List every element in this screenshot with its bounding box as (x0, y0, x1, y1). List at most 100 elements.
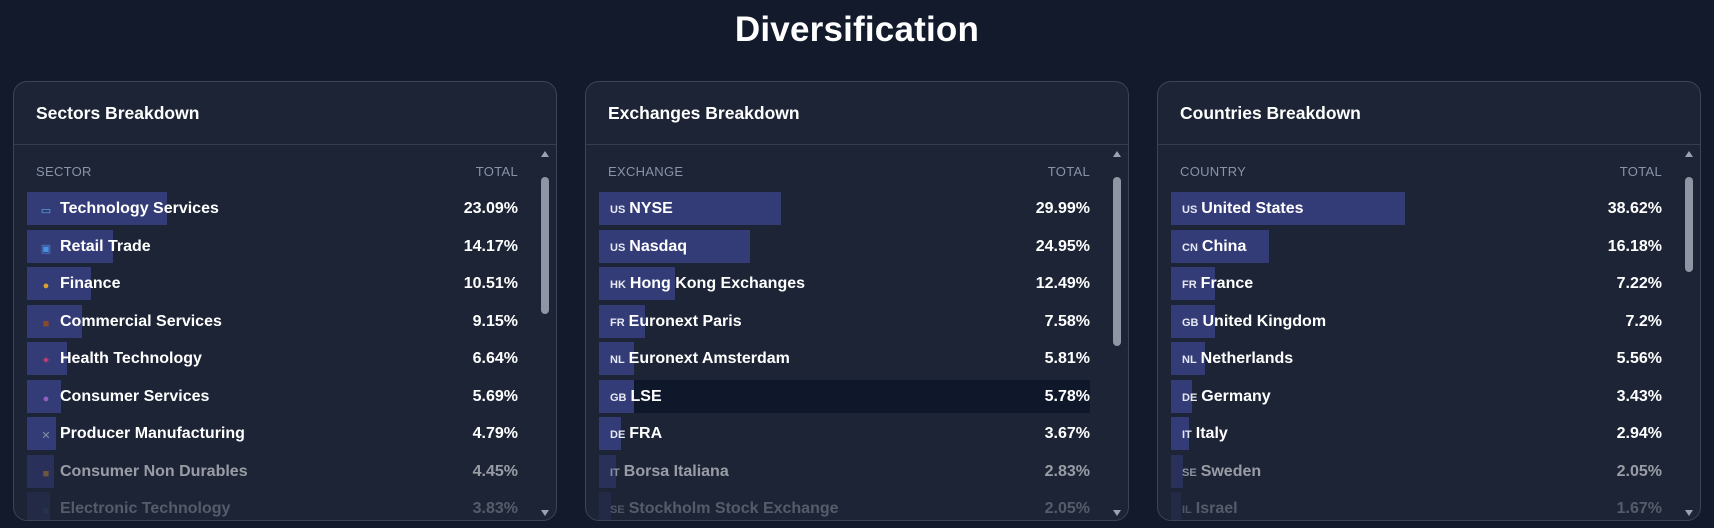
scroll-down-arrow-icon[interactable] (1685, 510, 1693, 516)
table-row[interactable]: SE Sweden 2.05% (1171, 454, 1662, 488)
table-row[interactable]: ✦ Health Technology 6.64% (27, 342, 518, 375)
row-total: 7.58% (1044, 312, 1090, 330)
scroll-up-arrow-icon[interactable] (541, 151, 549, 157)
table-row[interactable]: GB LSE 5.78% (599, 379, 1090, 413)
country-code: US (1182, 204, 1198, 216)
money-bag-icon: ● (42, 280, 50, 292)
table-row[interactable]: HK Hong Kong Exchanges 12.49% (599, 267, 1090, 300)
row-total: 24.95% (1035, 237, 1090, 255)
column-header-country[interactable]: COUNTRY (1180, 164, 1247, 179)
row-name: United Kingdom (1202, 312, 1327, 330)
row-total: 38.62% (1607, 200, 1662, 217)
table-row[interactable]: IT Borsa Italiana 2.83% (599, 454, 1090, 488)
table-row[interactable]: IT Italy 2.94% (1171, 417, 1662, 450)
table-row[interactable]: DE Germany 3.43% (1171, 379, 1662, 413)
table-row[interactable]: FR Euronext Paris 7.58% (599, 304, 1090, 338)
row-total: 2.83% (1044, 462, 1090, 480)
row-total: 7.22% (1616, 275, 1662, 292)
table-row[interactable]: ■ Electronic Technology 3.83% (27, 492, 518, 520)
row-total: 9.15% (472, 312, 518, 330)
row-name: Netherlands (1200, 350, 1294, 367)
table-row[interactable]: DE FRA 3.67% (599, 417, 1090, 450)
percentage-bar (1171, 192, 1406, 225)
row-total: 12.49% (1035, 275, 1090, 292)
row-name: LSE (630, 387, 662, 405)
table-row[interactable]: US NYSE 29.99% (599, 192, 1090, 225)
country-code: US (610, 241, 626, 254)
row-total: 4.45% (472, 462, 518, 480)
row-label: GB LSE (610, 380, 662, 413)
table-row[interactable]: NL Euronext Amsterdam 5.81% (599, 342, 1090, 375)
scroll-thumb[interactable] (1113, 177, 1121, 347)
exchanges-breakdown-panel: Exchanges Breakdown EXCHANGE TOTAL US NYS… (585, 81, 1129, 521)
table-row[interactable]: ■ Consumer Non Durables 4.45% (27, 454, 518, 488)
percentage-bar (1171, 417, 1189, 450)
row-label: ✦ Health Technology (38, 342, 202, 375)
scroll-down-arrow-icon[interactable] (541, 510, 549, 516)
computer-chip-icon: ■ (42, 505, 50, 517)
table-row[interactable]: FR France 7.22% (1171, 267, 1662, 300)
row-label: ● Finance (38, 267, 121, 300)
row-total: 4.79% (472, 425, 518, 442)
percentage-bar (1171, 492, 1182, 520)
table-row[interactable]: NL Netherlands 5.56% (1171, 342, 1662, 375)
row-name: Producer Manufacturing (60, 425, 245, 442)
row-name: Retail Trade (60, 237, 151, 255)
table-row[interactable]: US United States 38.62% (1171, 192, 1662, 225)
column-header-exchange[interactable]: EXCHANGE (608, 164, 684, 179)
scroll-up-arrow-icon[interactable] (1685, 151, 1693, 157)
row-label: IL Israel (1182, 492, 1238, 520)
row-name: Sweden (1200, 462, 1262, 480)
country-code: SE (1182, 466, 1197, 479)
scroll-thumb[interactable] (1685, 177, 1693, 273)
scroll-up-arrow-icon[interactable] (1113, 151, 1121, 157)
percentage-bar (27, 492, 51, 520)
table-row[interactable]: ● Consumer Services 5.69% (27, 379, 518, 413)
row-total: 14.17% (463, 237, 518, 255)
table-row[interactable]: ■ Commercial Services 9.15% (27, 304, 518, 338)
row-name: Electronic Technology (60, 500, 231, 517)
row-label: SE Stockholm Stock Exchange (610, 492, 839, 520)
table-row[interactable]: ▭ Technology Services 23.09% (27, 192, 518, 225)
row-total: 2.05% (1616, 462, 1662, 480)
row-label: ▭ Technology Services (38, 192, 219, 225)
table-row[interactable]: CN China 16.18% (1171, 229, 1662, 263)
scroll-thumb[interactable] (541, 177, 549, 315)
column-header-total[interactable]: TOTAL (1619, 164, 1662, 179)
table-row[interactable]: ✕ Producer Manufacturing 4.79% (27, 417, 518, 450)
row-label: NL Netherlands (1182, 342, 1293, 375)
column-header-sector[interactable]: SECTOR (36, 164, 92, 179)
scrollbar[interactable] (1684, 151, 1694, 516)
country-code: NL (610, 354, 625, 366)
percentage-bar (1171, 229, 1270, 263)
row-name: Borsa Italiana (623, 462, 729, 480)
row-label: DE Germany (1182, 380, 1271, 413)
row-name: Finance (60, 275, 121, 292)
row-total: 5.78% (1044, 387, 1090, 405)
table-row[interactable]: ▣ Retail Trade 14.17% (27, 229, 518, 263)
table-row[interactable]: GB United Kingdom 7.2% (1171, 304, 1662, 338)
row-total: 23.09% (463, 200, 518, 217)
percentage-bar (27, 379, 62, 413)
row-name: Stockholm Stock Exchange (628, 500, 839, 517)
row-total: 29.99% (1035, 200, 1090, 217)
table-row[interactable]: US Nasdaq 24.95% (599, 229, 1090, 263)
country-code: IT (1182, 429, 1192, 441)
table-row[interactable]: SE Stockholm Stock Exchange 2.05% (599, 492, 1090, 520)
row-total: 2.94% (1616, 425, 1662, 442)
table-row[interactable]: IL Israel 1.67% (1171, 492, 1662, 520)
scrollbar[interactable] (540, 151, 550, 516)
country-code: IT (610, 466, 620, 479)
column-header-total[interactable]: TOTAL (1047, 164, 1090, 179)
scroll-down-arrow-icon[interactable] (1113, 510, 1121, 516)
row-name: Hong Kong Exchanges (629, 275, 806, 292)
row-name: Nasdaq (629, 237, 688, 255)
row-total: 7.2% (1625, 312, 1662, 330)
percentage-bar (599, 267, 675, 300)
table-row[interactable]: ● Finance 10.51% (27, 267, 518, 300)
country-code: GB (1182, 316, 1199, 329)
scrollbar[interactable] (1112, 151, 1122, 516)
column-header-total[interactable]: TOTAL (475, 164, 518, 179)
country-code: IL (1182, 504, 1192, 516)
percentage-bar (599, 454, 617, 488)
